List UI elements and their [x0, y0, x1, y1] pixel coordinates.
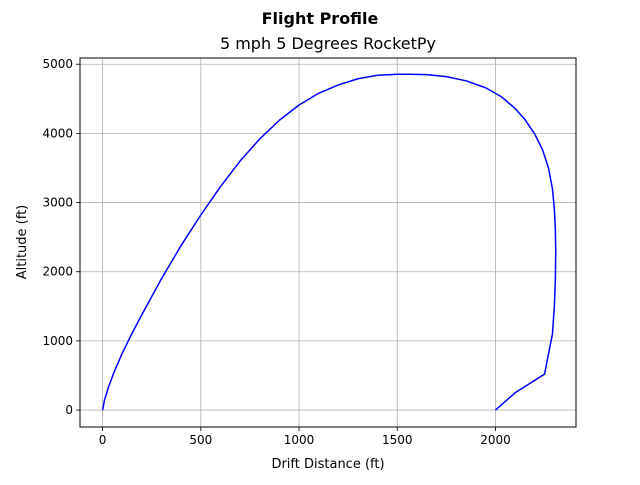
x-tick-label: 0	[99, 433, 107, 447]
y-tick-label: 5000	[42, 57, 73, 71]
y-axis-label: Altitude (ft)	[15, 205, 30, 280]
y-tick-label: 2000	[42, 265, 73, 279]
axis-ticks: 0 500 1000 1500 2000 0 1000 2000 3000 4000 5000	[42, 57, 510, 447]
flight-path-line	[101, 73, 557, 411]
x-tick-label: 500	[189, 433, 212, 447]
chart-subtitle: 5 mph 5 Degrees RocketPy	[220, 34, 436, 53]
grid-lines	[80, 58, 576, 427]
y-tick-label: 3000	[42, 196, 73, 210]
chart-title: Flight Profile	[262, 9, 379, 28]
y-tick-label: 0	[65, 403, 73, 417]
x-tick-label: 1500	[382, 433, 413, 447]
x-tick-label: 2000	[480, 433, 511, 447]
y-tick-label: 4000	[42, 126, 73, 140]
series-layer	[101, 73, 557, 411]
x-tick-label: 1000	[284, 433, 315, 447]
plot-frame	[79, 57, 577, 428]
y-tick-label: 1000	[42, 334, 73, 348]
x-axis-label: Drift Distance (ft)	[271, 457, 384, 472]
